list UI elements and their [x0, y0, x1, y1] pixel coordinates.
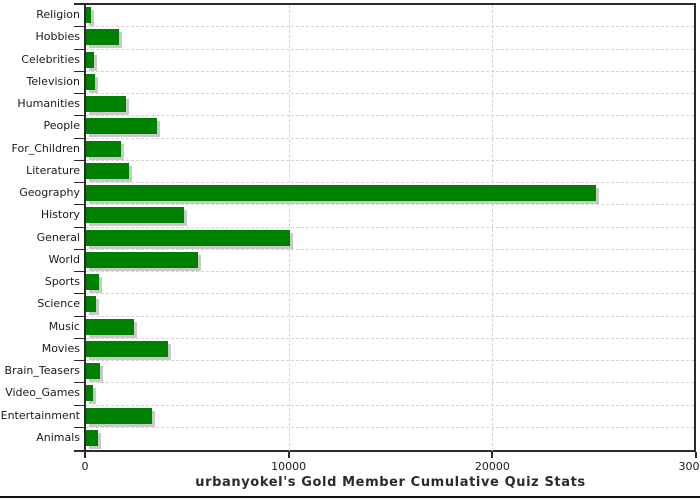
gridline-horizontal — [86, 115, 694, 116]
y-axis-tick — [74, 427, 84, 428]
category-label: Hobbies — [35, 30, 80, 43]
category-label: Brain_Teasers — [4, 364, 80, 377]
bar — [86, 385, 93, 401]
category-label: Geography — [19, 186, 80, 199]
x-axis-tick — [288, 452, 290, 458]
y-axis-tick — [74, 293, 84, 294]
y-axis-tick — [74, 138, 84, 139]
bar — [86, 52, 94, 68]
bar — [86, 341, 168, 357]
x-axis-tick — [491, 452, 493, 458]
gridline-horizontal — [86, 271, 694, 272]
category-label: History — [40, 208, 80, 221]
gridline-vertical — [492, 5, 493, 451]
category-label: Animals — [36, 431, 80, 444]
category-label: People — [43, 119, 80, 132]
gridline-horizontal — [86, 316, 694, 317]
y-axis-tick — [74, 249, 84, 250]
gridline-horizontal — [86, 49, 694, 50]
bar — [86, 363, 100, 379]
bar — [86, 96, 126, 112]
category-label: Video_Games — [5, 386, 80, 399]
y-axis-tick — [74, 71, 84, 72]
y-axis-tick — [74, 316, 84, 317]
bar — [86, 274, 99, 290]
category-label: Celebrities — [21, 53, 80, 66]
y-axis-tick — [74, 360, 84, 361]
bar — [86, 296, 96, 312]
gridline-vertical — [289, 5, 290, 451]
bar — [86, 7, 91, 23]
gridline-horizontal — [86, 71, 694, 72]
gridline-horizontal — [86, 182, 694, 183]
bar — [86, 118, 157, 134]
gridline-horizontal — [86, 360, 694, 361]
y-axis-tick — [74, 93, 84, 94]
y-axis-tick — [74, 227, 84, 228]
bar-shadow — [89, 10, 94, 26]
bar — [86, 408, 152, 424]
x-axis-tick — [695, 452, 697, 458]
y-axis-tick — [74, 338, 84, 339]
y-axis-tick — [74, 382, 84, 383]
x-tick-label: 10000 — [271, 460, 307, 473]
category-label: For_Children — [11, 142, 80, 155]
y-axis-tick — [74, 450, 84, 452]
y-axis-tick — [74, 160, 84, 161]
y-axis-tick — [74, 271, 84, 272]
bar — [86, 230, 290, 246]
x-tick-label: 30000 — [678, 460, 700, 473]
category-label: Movies — [41, 342, 80, 355]
x-axis-tick — [84, 452, 86, 458]
gridline-horizontal — [86, 293, 694, 294]
category-label: Sports — [44, 275, 80, 288]
category-label: World — [48, 253, 80, 266]
bar — [86, 430, 98, 446]
bar — [86, 74, 95, 90]
category-label: General — [36, 231, 80, 244]
gridline-horizontal — [86, 227, 694, 228]
x-tick-label: 0 — [81, 460, 89, 473]
bar — [86, 252, 198, 268]
gridline-horizontal — [86, 160, 694, 161]
gridline-horizontal — [86, 249, 694, 250]
gridline-horizontal — [86, 382, 694, 383]
category-label: Literature — [26, 164, 80, 177]
gridline-horizontal — [86, 138, 694, 139]
bottom-divider — [0, 496, 700, 498]
bar — [86, 185, 596, 201]
category-label: Religion — [36, 8, 80, 21]
chart-title: urbanyokel's Gold Member Cumulative Quiz… — [195, 475, 586, 490]
y-axis-tick — [74, 204, 84, 205]
y-axis-tick — [74, 3, 84, 5]
bar — [86, 319, 134, 335]
category-label: Music — [48, 320, 80, 333]
gridline-horizontal — [86, 93, 694, 94]
bar — [86, 141, 121, 157]
gridline-horizontal — [86, 427, 694, 428]
y-axis-tick — [74, 26, 84, 27]
bar — [86, 207, 184, 223]
x-tick-label: 20000 — [474, 460, 510, 473]
bar — [86, 29, 119, 45]
category-label: Television — [26, 75, 81, 88]
category-label: Humanities — [17, 97, 80, 110]
y-axis-tick — [74, 405, 84, 406]
y-axis-tick — [74, 115, 84, 116]
gridline-horizontal — [86, 204, 694, 205]
y-axis-tick — [74, 182, 84, 183]
gridline-horizontal — [86, 338, 694, 339]
gridline-horizontal — [86, 405, 694, 406]
gridline-horizontal — [86, 26, 694, 27]
y-axis-tick — [74, 49, 84, 50]
category-label: Science — [37, 297, 80, 310]
category-label: Entertainment — [0, 409, 80, 422]
bar — [86, 163, 129, 179]
